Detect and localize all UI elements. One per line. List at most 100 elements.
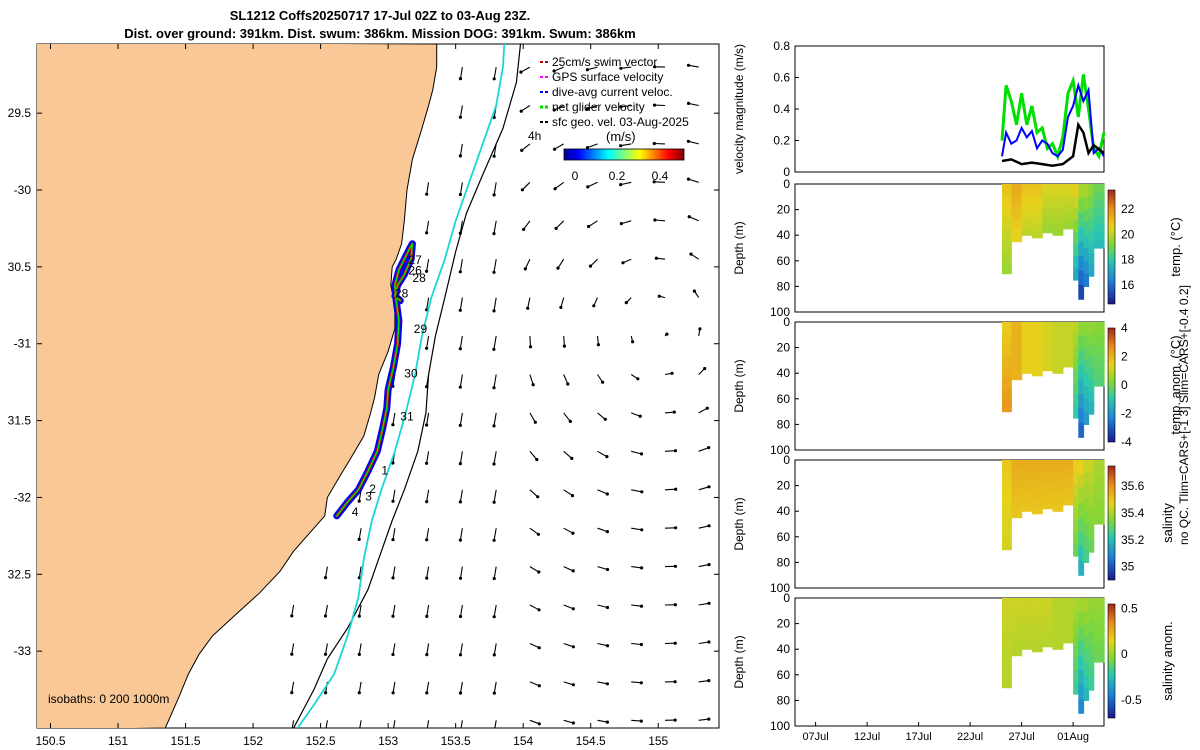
velocity-arrow: [426, 451, 430, 464]
map-x-tick-label: 154: [513, 734, 533, 748]
velocity-arrow-head: [570, 456, 574, 460]
section-cell: [1042, 628, 1054, 636]
velocity-arrow-head: [458, 614, 463, 619]
section-cell: [1062, 344, 1074, 351]
velocity-arrow: [520, 66, 531, 73]
velocity-arrow: [631, 719, 642, 722]
velocity-arrow: [631, 681, 642, 684]
section-cell: [1002, 665, 1012, 677]
section-cell: [1062, 184, 1074, 191]
velocity-arrow-head: [458, 385, 462, 389]
section-cell: [1104, 352, 1105, 361]
velocity-arrow: [493, 681, 497, 694]
section-cell: [1042, 346, 1054, 353]
section-cell: [1073, 622, 1079, 635]
day-label: 31: [400, 410, 414, 424]
section-cell: [1052, 184, 1064, 191]
velocity-arrow-head: [536, 495, 540, 499]
velocity-arrow: [291, 681, 295, 693]
section-cell: [1002, 471, 1012, 483]
section-cell: [1078, 422, 1085, 438]
velocity-arrow: [459, 489, 463, 502]
section-cell: [1011, 467, 1023, 475]
velocity-arrow-head: [673, 449, 678, 453]
map-x-tick-label: 151.5: [171, 734, 201, 748]
section-cell: [1062, 327, 1074, 334]
section-cell: [1031, 322, 1043, 330]
section-cell: [1042, 190, 1054, 197]
section-cell: [1042, 220, 1054, 228]
section-y-tick-label: 40: [777, 366, 791, 380]
velocity-arrow-head: [571, 645, 576, 649]
section-cell: [1042, 472, 1054, 479]
velocity-arrow-head: [290, 691, 294, 695]
velocity-arrow: [563, 450, 573, 459]
section-cell: [1011, 619, 1023, 628]
section-cell: [1021, 472, 1033, 480]
velocity-arrow-head: [492, 538, 496, 542]
section-cell: [1042, 622, 1054, 629]
velocity-arrow: [529, 719, 540, 725]
colorbar-label: salinity anom.: [1160, 621, 1175, 700]
velocity-arrow: [426, 182, 430, 195]
section-cell: [1002, 195, 1012, 207]
section-cell: [1073, 370, 1079, 383]
section-cell: [1078, 598, 1085, 613]
velocity-arrow-head: [566, 382, 570, 386]
map-x-tick-label: 152.5: [306, 734, 336, 748]
velocity-arrow: [620, 181, 632, 186]
section-cell: [1088, 609, 1095, 622]
section-cell: [1042, 352, 1054, 360]
velocity-arrow: [358, 604, 362, 617]
section-cell: [1062, 499, 1074, 506]
time-tick-label: 12Jul: [854, 731, 880, 743]
velocity-arrow: [688, 64, 699, 68]
section-cell: [1021, 360, 1033, 368]
section-y-tick-label: 40: [777, 504, 791, 518]
section-cell: [1083, 649, 1090, 663]
section-cell: [1031, 204, 1043, 212]
section-cell: [1021, 354, 1033, 361]
velocity-arrow: [426, 489, 430, 502]
velocity-arrow-head: [686, 177, 691, 181]
section-cell: [1104, 214, 1105, 223]
velocity-arrow-head: [425, 691, 429, 695]
velocity-arrow-head: [425, 653, 429, 657]
section-cell: [1052, 636, 1064, 644]
velocity-arrow-head: [425, 346, 429, 350]
section-cell: [1083, 674, 1090, 689]
velocity-arrow: [426, 566, 430, 579]
velocity-arrow-head: [605, 492, 609, 496]
section-cell: [1093, 638, 1105, 647]
velocity-arrow: [563, 489, 573, 497]
velocity-arrow-head: [458, 538, 462, 542]
velocity-arrow: [555, 220, 565, 229]
section-cell: [1093, 508, 1105, 517]
velocity-arrow: [588, 220, 598, 227]
section-cell: [1031, 624, 1043, 633]
velocity-arrow-head: [707, 640, 711, 644]
section-cell: [1104, 184, 1105, 193]
velocity-arrow: [529, 450, 538, 460]
section-cell: [1062, 471, 1074, 478]
section-cell: [1088, 264, 1095, 277]
section-cell: [1031, 638, 1043, 646]
velocity-arrow-head: [537, 570, 541, 574]
velocity-arrow: [590, 258, 598, 267]
section-cell: [1083, 248, 1090, 262]
velocity-arrow: [631, 642, 642, 646]
velocity-arrow: [698, 407, 708, 414]
section-cell: [1011, 358, 1023, 366]
section-cell: [1093, 338, 1105, 347]
land-area: [37, 44, 438, 728]
colorbar-tick: 0.2: [609, 169, 626, 183]
section-cell: [1073, 196, 1079, 209]
section-cell: [1052, 617, 1064, 625]
section-y-tick-label: 80: [777, 417, 791, 431]
section-cell: [1002, 366, 1012, 379]
section-cell: [1042, 604, 1054, 611]
section-cell: [1073, 496, 1079, 509]
velocity-arrow-head: [639, 604, 644, 608]
section-cell: [1011, 488, 1023, 497]
section-cell: [1002, 642, 1012, 655]
